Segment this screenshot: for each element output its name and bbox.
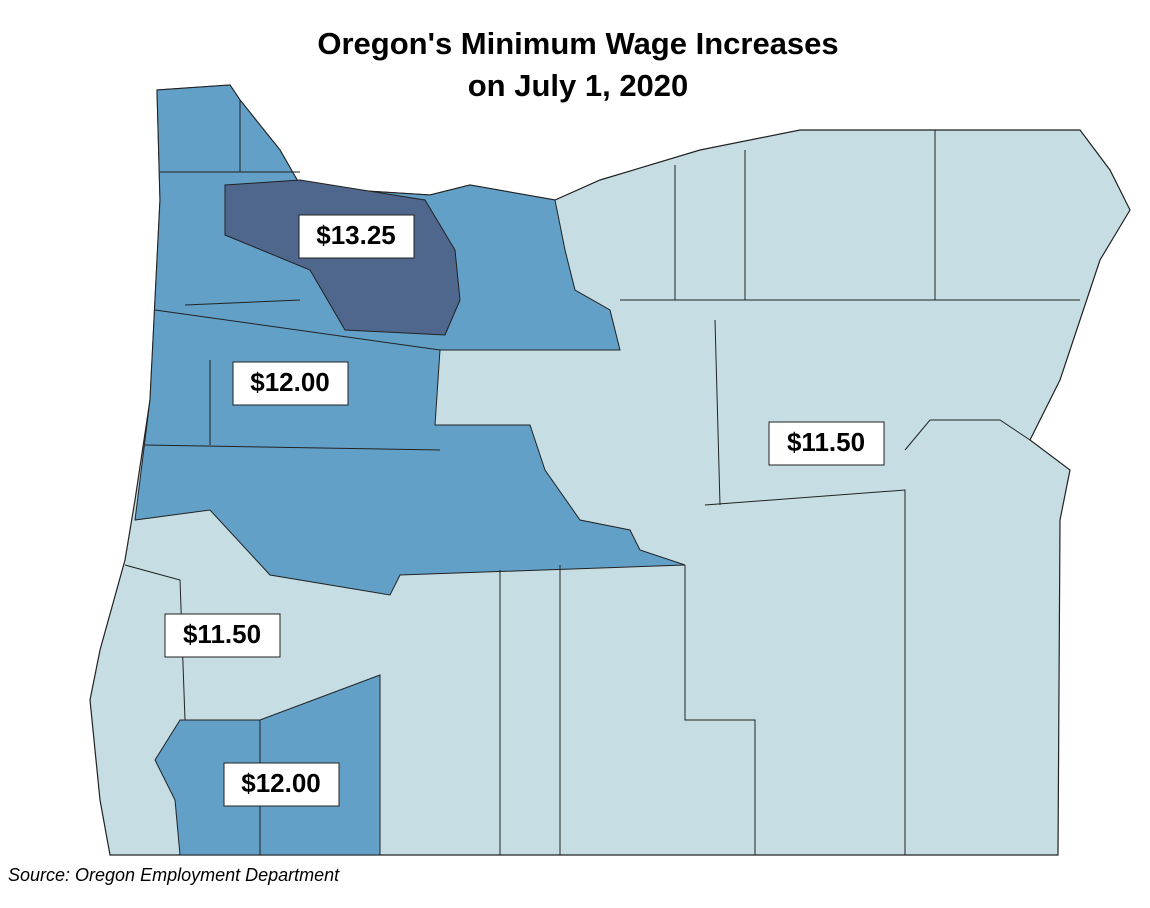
wage-label: $11.50 (183, 619, 261, 649)
wage-label: $13.25 (316, 220, 396, 250)
wage-label: $12.00 (241, 768, 321, 798)
wage-label: $12.00 (250, 367, 330, 397)
wage-labels: $13.25 $12.00 $11.50 $11.50 $12.00 (164, 214, 885, 807)
label-box (768, 421, 885, 466)
label-box (232, 361, 349, 406)
label-box (164, 613, 281, 658)
title-line: Oregon's Minimum Wage Increases (317, 26, 838, 61)
county-lines (124, 100, 1080, 855)
source: Source: Oregon Employment Department (8, 865, 340, 885)
label-box (223, 762, 340, 807)
wage-label: $11.50 (787, 427, 865, 457)
title-line: on July 1, 2020 (468, 68, 689, 103)
label-box (298, 214, 415, 259)
